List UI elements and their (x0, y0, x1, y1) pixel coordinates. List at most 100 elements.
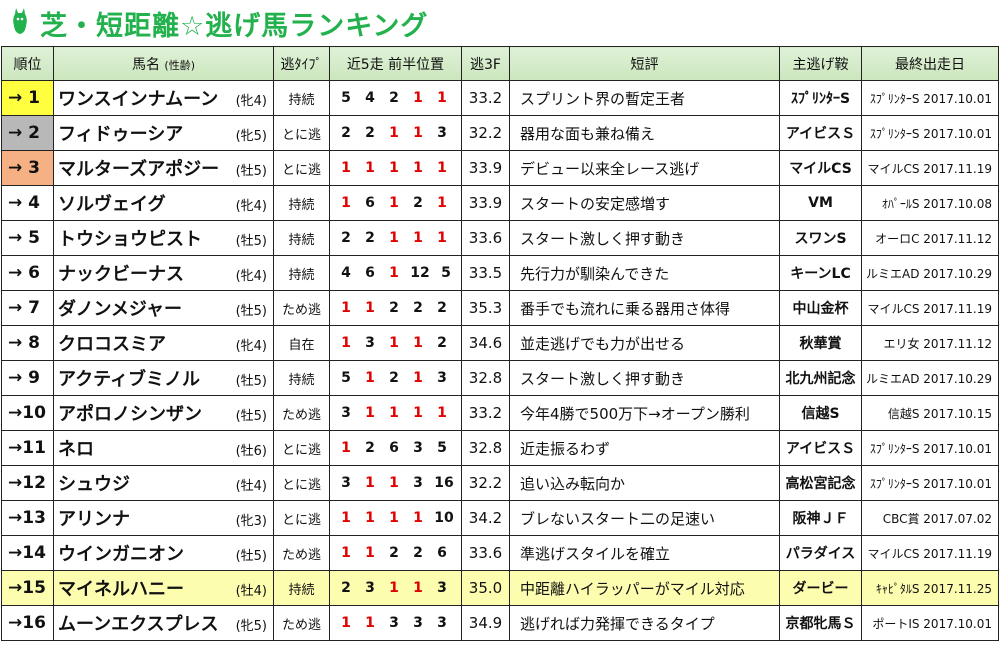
position-value: 1 (389, 580, 399, 596)
position-value: 1 (437, 230, 447, 246)
first-3f-time: 32.2 (461, 115, 510, 151)
horse-name-cell: マルターズアポジー (牡5) (53, 150, 274, 186)
first-3f-time: 35.0 (461, 570, 510, 606)
table-row: →11 ネロ (牡6) とに逃 1 2 6 3 5 32.8 近走振るわず アイビスＳ ｽﾌﾟﾘﾝﾀｰS… (1, 430, 999, 466)
escape-type: とに逃 (273, 465, 330, 501)
short-comment: 中距離ハイラッパーがマイル対応 (509, 570, 780, 606)
last-run-date: マイルCS 2017.11.19 (861, 535, 999, 571)
position-value: 1 (413, 370, 423, 386)
rank-cell: →11 (1, 430, 54, 466)
position-value: 3 (437, 615, 447, 631)
recent-positions: 3 1 1 3 16 (329, 465, 462, 501)
position-value: 1 (365, 475, 375, 491)
short-comment: 並走逃げでも力が出せる (509, 325, 780, 361)
escape-type: 持続 (273, 255, 330, 291)
rank-cell: →14 (1, 535, 54, 571)
position-value: 6 (365, 265, 375, 281)
position-value: 1 (389, 230, 399, 246)
short-comment: スタート激しく押す動き (509, 220, 780, 256)
position-value: 1 (341, 195, 351, 211)
position-value: 1 (389, 510, 399, 526)
short-comment: 器用な面も兼ね備え (509, 115, 780, 151)
horse-name: アポロノシンザン (58, 404, 202, 425)
position-value: 4 (365, 90, 375, 106)
first-3f-time: 33.6 (461, 535, 510, 571)
position-value: 1 (413, 510, 423, 526)
position-value: 1 (389, 265, 399, 281)
last-run-date: ｽﾌﾟﾘﾝﾀｰS 2017.10.01 (861, 115, 999, 151)
last-run-date: ｷｬﾋﾟﾀﾙS 2017.11.25 (861, 570, 999, 606)
first-3f-time: 33.9 (461, 185, 510, 221)
position-value: 1 (365, 300, 375, 316)
position-value: 2 (413, 545, 423, 561)
main-escape-race: スワンS (779, 220, 862, 256)
main-escape-race: 北九州記念 (779, 360, 862, 396)
first-3f-time: 35.3 (461, 290, 510, 326)
position-value: 3 (341, 405, 351, 421)
horse-sex-age: (牡4) (235, 584, 267, 599)
position-value: 1 (365, 160, 375, 176)
horse-name-cell: ワンスインナムーン (牝4) (53, 80, 274, 116)
col-positions: 近5走 前半位置 (329, 46, 462, 81)
escape-type: 持続 (273, 220, 330, 256)
last-run-date: CBC賞 2017.07.02 (861, 500, 999, 536)
last-run-date: 信越S 2017.10.15 (861, 395, 999, 431)
position-value: 2 (341, 125, 351, 141)
rank-cell: → 9 (1, 360, 54, 396)
col-f3: 逃3F (461, 46, 510, 81)
table-row: →12 シュウジ (牡4) とに逃 3 1 1 3 16 32.2 追い込み転向か 高松宮記念 ｽﾌﾟﾘ… (1, 465, 999, 501)
rank-cell: →13 (1, 500, 54, 536)
position-value: 5 (341, 90, 351, 106)
horse-name: ソルヴェイグ (58, 194, 166, 215)
horse-sex-age: (牝5) (235, 619, 267, 634)
position-value: 6 (365, 195, 375, 211)
main-escape-race: 高松宮記念 (779, 465, 862, 501)
recent-positions: 4 6 1 12 5 (329, 255, 462, 291)
horse-sex-age: (牝4) (235, 269, 267, 284)
position-value: 2 (437, 335, 447, 351)
horse-sex-age: (牝5) (235, 129, 267, 144)
position-value: 3 (413, 615, 423, 631)
short-comment: 先行力が馴染んできた (509, 255, 780, 291)
rank-cell: → 1 (1, 80, 54, 116)
main-escape-race: ｽﾌﾟﾘﾝﾀｰS (779, 80, 862, 116)
col-main-race: 主逃げ鞍 (779, 46, 862, 81)
main-escape-race: 信越S (779, 395, 862, 431)
position-value: 1 (413, 580, 423, 596)
last-run-date: ｽﾌﾟﾘﾝﾀｰS 2017.10.01 (861, 430, 999, 466)
horse-name-cell: フィドゥーシア (牝5) (53, 115, 274, 151)
col-type: 逃ﾀｲﾌﾟ (273, 46, 330, 81)
position-value: 1 (389, 195, 399, 211)
position-value: 1 (341, 300, 351, 316)
position-value: 3 (365, 580, 375, 596)
position-value: 1 (437, 195, 447, 211)
first-3f-time: 34.9 (461, 605, 510, 641)
horse-name-cell: アクティブミノル (牡5) (53, 360, 274, 396)
col-name: 馬名 (性齢) (53, 46, 274, 81)
rank-cell: →16 (1, 605, 54, 641)
rank-cell: →12 (1, 465, 54, 501)
horse-sex-age: (牡6) (235, 444, 267, 459)
horse-name: ワンスインナムーン (58, 89, 219, 110)
first-3f-time: 34.6 (461, 325, 510, 361)
position-value: 10 (434, 510, 454, 526)
table-row: → 3 マルターズアポジー (牡5) とに逃 1 1 1 1 1 33.9 デビュー以来全レース逃げ… (1, 150, 999, 186)
position-value: 1 (413, 405, 423, 421)
position-value: 1 (437, 405, 447, 421)
last-run-date: ルミエAD 2017.10.29 (861, 360, 999, 396)
horse-name: ウインガニオン (58, 544, 184, 565)
short-comment: ブレないスタート二の足速い (509, 500, 780, 536)
escape-type: 持続 (273, 570, 330, 606)
rank-cell: → 7 (1, 290, 54, 326)
position-value: 12 (410, 265, 430, 281)
horse-name: ムーンエクスプレス (58, 614, 219, 635)
horse-name: クロコスミア (58, 334, 166, 355)
main-escape-race: 京都牝馬Ｓ (779, 605, 862, 641)
table-row: → 6 ナックビーナス (牝4) 持続 4 6 1 12 5 33.5 先行力が馴染んできた キーンL… (1, 255, 999, 291)
main-escape-race: パラダイス (779, 535, 862, 571)
escape-type: 自在 (273, 325, 330, 361)
escape-type: 持続 (273, 360, 330, 396)
horse-sex-age: (牝3) (235, 514, 267, 529)
